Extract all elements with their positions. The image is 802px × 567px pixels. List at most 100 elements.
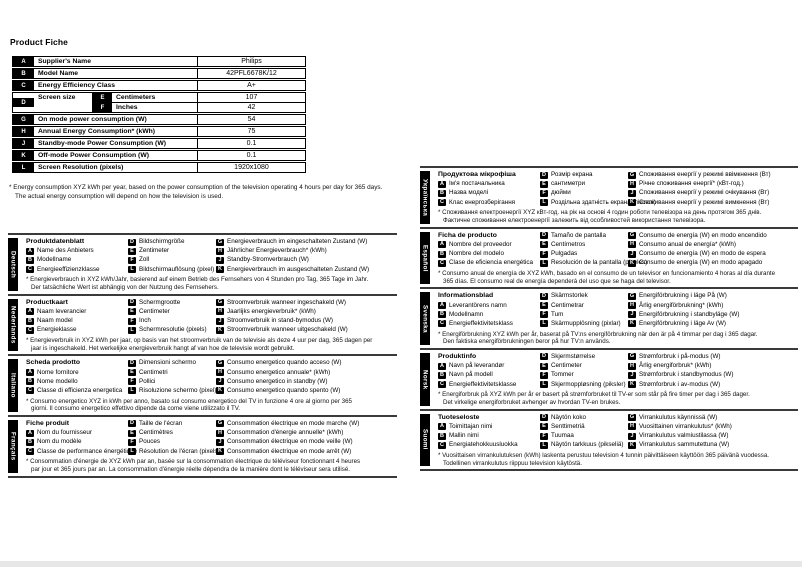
row-label: Standby-mode Power Consumption (W) — [38, 140, 167, 147]
entry-label: Stroomverbruik wanneer uitgeschakeld (W) — [227, 326, 348, 334]
section-column-defl: D Skärmstorlek E Centimetrar F Tum L Skärmupplö… — [540, 292, 628, 329]
entry-label: Stroomverbruik wanneer ingeschakeld (W) — [227, 298, 346, 306]
fiche-entry: D Schermgrootte — [128, 299, 216, 308]
entry-label: Navn på modell — [449, 371, 493, 379]
table-row: G On mode power consumption (W) 54 — [12, 114, 306, 125]
entry-label: Modellname — [37, 256, 72, 264]
entry-label: Taille de l'écran — [139, 419, 183, 427]
fiche-entry: G Consumo energetico quando acceso (W) — [216, 359, 397, 368]
entry-label: Pollici — [139, 377, 156, 385]
entry-label: Energiförbrukning i läge Av (W) — [639, 319, 727, 327]
fiche-entry: B Navn på modell — [438, 371, 540, 380]
footnote-line: Det virkelige energiforbruket avhenger a… — [443, 398, 621, 406]
fiche-entry: F Pouces — [128, 438, 216, 447]
key-badge: G — [628, 414, 636, 422]
entry-label: Virrankulutus sammutettuna (W) — [639, 441, 730, 449]
fiche-entry: D Dimensioni schermo — [128, 359, 216, 368]
table-row: B Model Name 42PFL6678K/12 — [12, 68, 306, 79]
fiche-entry: A Name des Anbieters — [26, 247, 128, 256]
key-badge: G — [628, 232, 636, 240]
key-badge: E — [540, 423, 548, 431]
fiche-entry: C Energieffektivitetsklass — [438, 320, 540, 329]
language-tab: Deutsch — [8, 238, 18, 291]
key-badge: B — [438, 432, 446, 440]
key-badge: E — [128, 369, 136, 376]
footnote-line: Todellinen virrankulutus riippuu televis… — [443, 459, 582, 467]
screen-size-subtable: E Centimeters 107 F Inches 42 — [92, 93, 305, 112]
language-tab: Français — [8, 419, 18, 473]
key-badge: H — [628, 180, 636, 188]
entry-label: Skjermstørrelse — [551, 352, 596, 360]
key-badge: C — [26, 326, 34, 334]
footnote-line: par jour et 365 jours par an. La consomm… — [31, 465, 350, 473]
entry-label: Nombre del modelo — [449, 250, 504, 258]
key-badge: J — [628, 432, 636, 440]
section-columns: Informationsblad A Leverantörens namn B Mode… — [438, 292, 798, 329]
key-badge: F — [540, 432, 548, 440]
entry-label: сантиметри — [551, 180, 586, 188]
fiche-entry: L Resolución de la pantalla (píxeles) — [540, 259, 647, 268]
key-badge: H — [628, 302, 636, 309]
footnote-line: * Energiforbruk på XYZ kWh per år er bas… — [438, 391, 750, 399]
entry-label: Standby-Stromverbrauch (W) — [227, 256, 309, 264]
fiche-entry: C Classe di efficienza energetica — [26, 387, 128, 396]
entry-label: Virrankulutus käynnissä (W) — [639, 413, 718, 421]
section-footnote: * Consommation d'énergie de XYZ kWh par … — [26, 458, 397, 473]
fiche-entry: K Stroomverbruik wanneer uitgeschakeld (W… — [216, 326, 397, 335]
fiche-entry: E Centimetrar — [540, 302, 628, 311]
key-badge: C — [26, 266, 34, 274]
fiche-entry: G Stroomverbruik wanneer ingeschakeld (W) — [216, 299, 397, 308]
footnote-line: 365 días. El consumo real de energía dep… — [443, 277, 671, 285]
row-label: Inches — [116, 104, 138, 111]
key-badge: A — [438, 180, 446, 188]
entry-label: Centimetrar — [551, 301, 584, 309]
section-title: Produktdatenblatt — [26, 238, 85, 245]
key-badge: H — [216, 247, 224, 255]
footnote-line: Der tatsächliche Wert ist abhängig von d… — [31, 283, 219, 291]
table-row: C Energy Efficiency Class A+ — [12, 80, 306, 91]
fiche-entry: D Skärmstorlek — [540, 292, 628, 301]
section-column-defl: D Schermgrootte E Centimeter F Inch L Schermres… — [128, 299, 216, 336]
key-badge: G — [216, 238, 224, 246]
key-badge: E — [540, 362, 548, 370]
fiche-entry: E Centimeter — [540, 362, 628, 371]
entry-label: Consumo energetico annuale* (kWh) — [227, 368, 331, 376]
fiche-entry: L Résolution de l'écran (pixels) — [128, 448, 220, 457]
entry-label: Consumo energetico quando spento (W) — [227, 386, 341, 394]
key-badge: B — [438, 371, 446, 379]
key-badge: F — [540, 311, 548, 319]
entry-label: Споживання енергії у режимі очікування (… — [639, 189, 770, 197]
entry-label: Classe de performance énergétique — [37, 447, 138, 455]
section-footnote: * Energiforbruk på XYZ kWh per år er bas… — [438, 391, 798, 406]
fiche-entry: F Zoll — [128, 256, 216, 265]
language-section: Español Ficha de producto A Nombre del prov… — [420, 229, 798, 290]
section-column-abc: Produktdatenblatt A Name des Anbieters B Mod… — [26, 238, 128, 275]
entry-label: Energieklasse — [37, 326, 77, 334]
section-content: Informationsblad A Leverantörens namn B Mode… — [430, 291, 798, 346]
row-value: A+ — [197, 81, 305, 90]
section-title: Productkaart — [26, 298, 68, 306]
fiche-entry: G Energiförbrukning i läge På (W) — [628, 292, 798, 301]
fiche-entry: D Tamaño de pantalla — [540, 232, 628, 241]
key-badge: A — [438, 302, 446, 309]
row-value: 42 — [197, 103, 305, 112]
section-columns: Scheda prodotto A Nome fornitore B Nome mode… — [26, 359, 397, 396]
footnote-line: The actual energy consumption will depen… — [15, 193, 224, 200]
fiche-entry: D Розмір екрана — [540, 171, 628, 180]
key-badge: F — [128, 317, 136, 325]
section-content: Produktinfo A Navn på leverandør B Navn på m… — [430, 352, 798, 407]
key-badge: H — [216, 369, 224, 376]
fiche-entry: B Modellnamn — [438, 311, 540, 320]
fiche-entry: K Consommation électrique en mode arrêt (… — [216, 448, 397, 457]
entry-label: Naam leverancier — [37, 307, 87, 315]
key-badge: L — [540, 320, 548, 328]
row-value: 75 — [197, 127, 305, 136]
entry-label: Consommation électrique en mode marche (… — [227, 419, 360, 427]
entry-label: Centimetri — [139, 368, 168, 376]
language-section: Norsk Produktinfo A Navn på leverandør B Navn… — [420, 350, 798, 411]
key-badge: J — [13, 139, 34, 148]
key-badge: A — [438, 241, 446, 249]
section-column-abc: Produktinfo A Navn på leverandør B Navn på m… — [438, 353, 540, 390]
key-badge: E — [128, 308, 136, 316]
fiche-entry: H Jährlicher Energieverbrauch* (kWh) — [216, 247, 397, 256]
